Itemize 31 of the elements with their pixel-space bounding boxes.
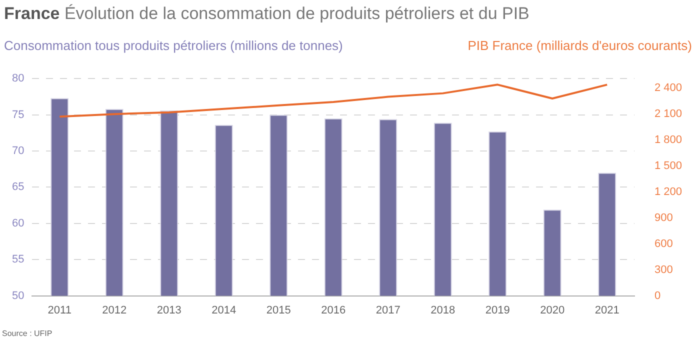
x-tick-label: 2020 <box>540 304 565 316</box>
x-tick-label: 2015 <box>266 304 291 316</box>
x-tick-label: 2011 <box>48 304 72 316</box>
y-axis-title: Consommation tous produits pétroliers (millions de tonnes) <box>4 38 343 53</box>
y-tick-label: 60 <box>12 217 24 230</box>
x-tick-label: 2021 <box>594 304 620 316</box>
y-tick-label: 65 <box>12 181 24 194</box>
y2-tick-label: 2 100 <box>654 108 682 120</box>
y2-tick-label: 1 800 <box>654 134 682 146</box>
source-note: Source : UFIP <box>2 329 52 338</box>
x-tick-label: 2017 <box>376 304 400 316</box>
y-tick-label: 50 <box>12 290 24 302</box>
y-tick-label: 75 <box>12 108 24 121</box>
x-tick-label: 2014 <box>212 304 236 316</box>
x-tick-label: 2018 <box>430 304 456 316</box>
y2-tick-label: 300 <box>654 264 673 276</box>
y-tick-label: 70 <box>12 145 24 158</box>
y2-axis-title: PIB France (milliards d'euros courants) <box>468 38 692 53</box>
y2-tick-label: 600 <box>654 238 673 250</box>
y-tick-label: 80 <box>12 72 24 85</box>
y2-tick-label: 1 200 <box>654 186 682 198</box>
x-tick-label: 2012 <box>102 304 127 316</box>
y2-tick-label: 900 <box>654 212 673 224</box>
y2-tick-label: 0 <box>654 290 661 302</box>
y-tick-label: 55 <box>12 254 24 266</box>
chart-title: France Évolution de la consommation de produits pétroliers et du PIB <box>4 4 530 24</box>
y2-tick-label: 2 400 <box>654 82 682 94</box>
x-tick-label: 2019 <box>485 304 510 316</box>
x-tick-label: 2016 <box>321 304 346 316</box>
y2-tick-label: 1 500 <box>654 160 682 172</box>
x-tick-label: 2013 <box>156 304 182 316</box>
